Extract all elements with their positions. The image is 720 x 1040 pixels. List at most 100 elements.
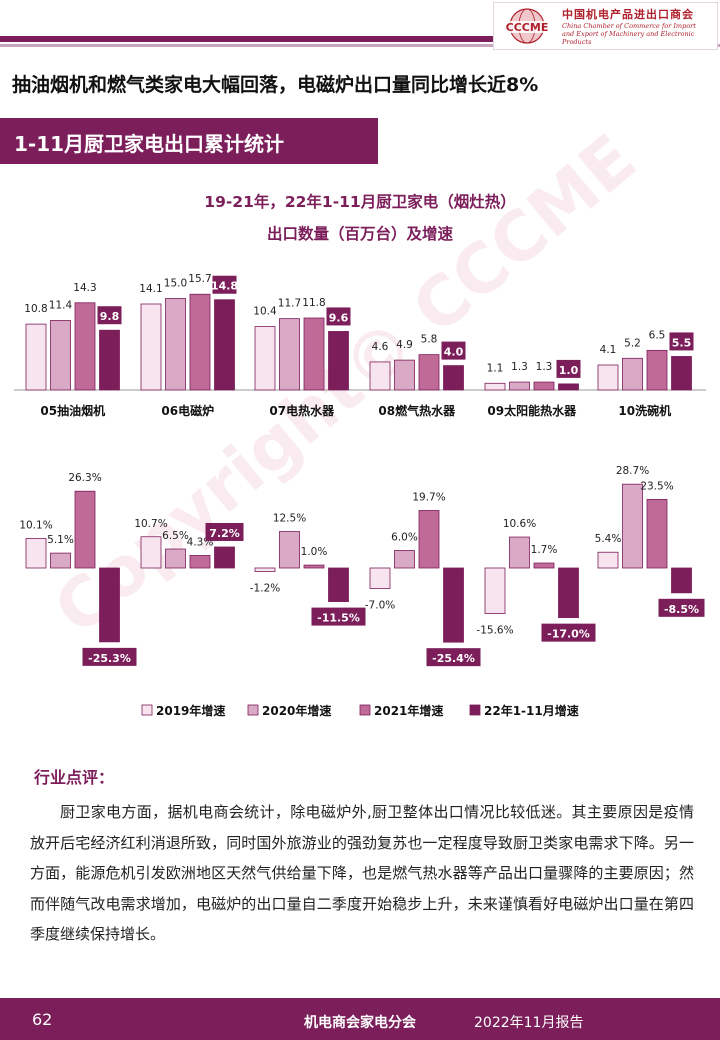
chart2-value-label-2-1: 12.5%	[273, 513, 306, 525]
chart1-bar-1-0	[140, 303, 162, 391]
commentary-heading: 行业点评：	[34, 768, 115, 787]
section-banner	[0, 118, 378, 164]
legend-swatch-2	[359, 704, 371, 716]
chart2-bar-3-1	[394, 550, 415, 569]
legend-label-1: 2020年增速	[262, 703, 331, 718]
chart1-value-label-2-2: 11.8	[302, 297, 325, 309]
chart2-value-label-0-3: -25.3%	[88, 652, 131, 665]
chart1-value-label-1-3: 14.8	[211, 280, 238, 293]
chart2-bar-3-2	[418, 510, 440, 569]
chart2-bar-3-3	[443, 567, 464, 643]
chart1-value-label-2-3: 9.6	[329, 311, 349, 324]
chart2-bar-0-0	[25, 538, 47, 569]
chart1-value-label-3-1: 4.9	[396, 339, 413, 351]
chart1-bar-5-1	[622, 357, 643, 391]
chart2-value-label-2-2: 1.0%	[301, 546, 328, 558]
chart2-bar-1-1	[165, 548, 186, 569]
chart2-value-label-4-1: 10.6%	[503, 518, 536, 530]
chart2-bar-5-3	[671, 567, 692, 594]
footer-organization: 机电商会家电分会	[304, 1015, 416, 1031]
legend-label-0: 2019年增速	[156, 703, 225, 718]
page-headline: 抽油烟机和燃气类家电大幅回落，电磁炉出口量同比增长近8%	[12, 74, 539, 96]
chart2-value-label-0-0: 10.1%	[19, 520, 52, 532]
chart1-bar-0-1	[50, 320, 71, 391]
chart1-value-label-0-2: 14.3	[73, 282, 96, 294]
chart2-bar-1-3	[214, 546, 235, 569]
commentary-body: 厨卫家电方面，据机电商会统计，除电磁炉外,厨卫整体出口情况比较低迷。其主要原因是…	[30, 803, 694, 943]
chart1-bar-2-3	[328, 331, 349, 391]
chart1-label-box-1	[212, 275, 237, 294]
footer-report-date: 2022年11月报告	[474, 1015, 584, 1031]
chart2-value-label-3-3: -25.4%	[432, 652, 475, 665]
chart2-label-box-1	[205, 522, 244, 541]
chart2-value-label-5-0: 5.4%	[595, 533, 622, 545]
chart1-bar-0-3	[99, 329, 120, 391]
chart2-bar-2-0	[254, 567, 276, 572]
chart2-label-box-2	[311, 607, 366, 626]
chart2-bar-0-1	[50, 552, 71, 569]
footer-bar	[0, 998, 720, 1040]
chart1-value-label-4-3: 1.0	[559, 364, 579, 377]
globe-logo-icon: CCCME	[498, 7, 556, 45]
logo-mark-text: CCCME	[506, 21, 549, 34]
chart2-bar-1-0	[140, 536, 162, 569]
chart2-label-box-0	[82, 647, 137, 666]
chart2-bar-5-0	[597, 551, 619, 569]
chart1-value-label-5-1: 5.2	[624, 337, 641, 349]
page-number: 62	[32, 1010, 53, 1029]
chart1-value-label-4-0: 1.1	[487, 362, 504, 374]
chart2-bar-2-1	[279, 531, 300, 569]
legend-swatch-3	[469, 704, 481, 716]
logo-english-line2: and Export of Machinery and Electronic P…	[562, 30, 695, 46]
chart2-value-label-1-1: 6.5%	[162, 530, 189, 542]
chart2-bar-4-0	[484, 567, 506, 614]
chart2-bar-5-2	[646, 498, 668, 569]
chart2-value-label-4-2: 1.7%	[531, 544, 558, 556]
chart2-value-label-3-2: 19.7%	[412, 491, 445, 503]
chart1-bar-5-2	[646, 349, 668, 391]
chart2-value-label-5-1: 28.7%	[616, 465, 649, 477]
chart1-value-label-4-2: 1.3	[536, 361, 553, 373]
chart1-category-label-5: 10洗碗机	[618, 403, 671, 418]
chart2-bar-4-3	[558, 567, 579, 619]
chart2-value-label-1-0: 10.7%	[134, 518, 167, 530]
chart1-bar-1-2	[189, 293, 211, 391]
chart2-value-label-3-1: 6.0%	[391, 531, 418, 543]
chart2-label-box-5	[658, 598, 705, 617]
chart1-value-label-5-2: 6.5	[649, 329, 666, 341]
chart2-bar-3-0	[369, 567, 391, 589]
chart2-bar-4-1	[509, 536, 530, 569]
chart1-value-label-3-2: 5.8	[421, 334, 438, 346]
chart2-value-label-0-1: 5.1%	[47, 534, 74, 546]
chart2-value-label-5-3: -8.5%	[664, 603, 699, 616]
chart1-label-box-4	[556, 359, 581, 378]
chart1-bar-2-1	[279, 318, 300, 391]
chart2-value-label-2-0: -1.2%	[250, 583, 280, 595]
chart1-value-label-5-0: 4.1	[600, 344, 617, 356]
chart2-label-box-4	[541, 623, 596, 642]
chart1-value-label-0-0: 10.8	[24, 303, 47, 315]
cccme-logo: CCCME 中国机电产品进出口商会 China Chamber of Comme…	[493, 2, 718, 50]
chart2-value-label-2-3: -11.5%	[317, 612, 360, 625]
chart1-label-box-2	[326, 307, 351, 326]
chart2-value-label-4-3: -17.0%	[547, 628, 590, 641]
chart2-bar-2-3	[328, 567, 349, 602]
legend-label-3: 22年1-11月增速	[484, 703, 579, 718]
chart1-value-label-0-3: 9.8	[100, 310, 120, 323]
header-rule-light	[0, 44, 720, 47]
chart2-bar-2-2	[303, 564, 325, 569]
chart2-value-label-1-3: 7.2%	[209, 527, 240, 540]
chart1-value-label-1-1: 15.0	[164, 278, 187, 290]
logo-english-line1: China Chamber of Commerce for Import	[562, 22, 696, 30]
chart2-bar-1-2	[189, 555, 211, 569]
chart1-bar-2-2	[303, 317, 325, 391]
chart1-bar-4-1	[509, 381, 530, 391]
header-rule-dark	[0, 36, 495, 42]
chart1-bar-3-3	[443, 365, 464, 391]
chart1-bar-3-2	[418, 354, 440, 391]
legend-label-2: 2021年增速	[374, 703, 443, 718]
chart2-bar-0-3	[99, 567, 120, 643]
chart1-category-label-4: 09太阳能热水器	[487, 403, 577, 418]
chart1-bar-1-1	[165, 298, 186, 391]
legend-swatch-1	[247, 704, 259, 716]
